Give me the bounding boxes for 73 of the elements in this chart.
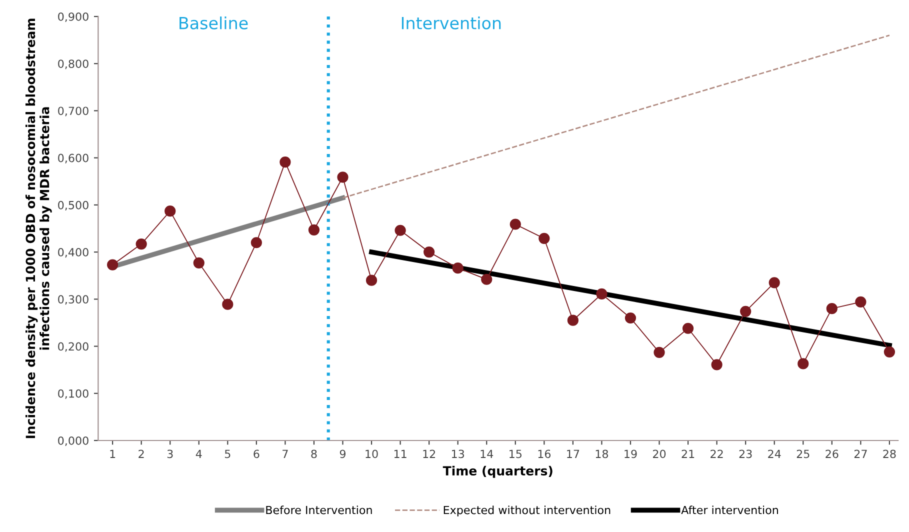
x-tick-label: 16 xyxy=(538,450,551,458)
x-tick-label: 22 xyxy=(710,450,723,458)
x-tick-label: 28 xyxy=(883,450,896,458)
x-tick-label: 12 xyxy=(423,450,436,458)
point xyxy=(308,224,320,236)
y-tick-label: 0,900 xyxy=(58,12,88,22)
point xyxy=(510,218,521,230)
x-tick-label: 27 xyxy=(854,450,867,458)
x-tick-label: 23 xyxy=(739,450,752,458)
point xyxy=(826,303,838,314)
point xyxy=(654,346,665,358)
x-tick-label: 11 xyxy=(394,450,406,458)
point xyxy=(768,277,780,288)
x-tick-label: 14 xyxy=(480,450,494,458)
y-tick-label: 0,300 xyxy=(58,295,88,305)
x-tick-label: 5 xyxy=(224,450,230,458)
x-tick-label: 25 xyxy=(796,450,810,458)
y-tick-label: 0,100 xyxy=(58,389,88,399)
point xyxy=(884,346,896,358)
legend-label: Expected without intervention xyxy=(444,506,610,516)
point xyxy=(538,232,550,244)
point xyxy=(107,259,118,270)
x-tick-label: 24 xyxy=(768,450,781,458)
x-tick-label: 3 xyxy=(167,450,173,458)
point xyxy=(452,262,464,274)
point xyxy=(798,358,809,370)
point xyxy=(366,274,378,286)
legend-label: Before Intervention xyxy=(266,506,372,514)
point xyxy=(164,206,176,217)
legend-label: After intervention xyxy=(681,506,778,514)
x-tick-label: 2 xyxy=(138,450,144,458)
point xyxy=(394,224,406,236)
x-tick-label: 8 xyxy=(311,450,317,458)
annotation: Intervention xyxy=(402,16,501,30)
x-tick-label: 13 xyxy=(452,450,464,458)
point xyxy=(855,296,866,308)
point xyxy=(682,322,694,334)
y-tick-label: 0,200 xyxy=(58,342,88,352)
point xyxy=(193,257,204,268)
y-tick-label: 0,700 xyxy=(58,106,88,116)
x-tick-label: 18 xyxy=(596,450,608,458)
point xyxy=(711,359,722,370)
x-tick-label: 17 xyxy=(567,450,580,458)
point xyxy=(624,312,636,324)
x-tick-label: 21 xyxy=(682,450,694,458)
point xyxy=(250,237,262,248)
y-tick-label: 0,400 xyxy=(58,248,88,258)
point xyxy=(596,288,608,300)
y-tick-label: 0,500 xyxy=(58,200,88,210)
point xyxy=(280,156,291,168)
x-axis-title: Time (quarters) xyxy=(442,466,552,478)
x-tick-label: 7 xyxy=(282,450,288,458)
point xyxy=(222,298,234,310)
point xyxy=(136,238,147,250)
x-tick-label: 19 xyxy=(624,450,637,458)
point xyxy=(481,274,492,285)
x-tick-label: 20 xyxy=(653,450,666,458)
x-tick-label: 9 xyxy=(340,450,346,458)
x-tick-label: 6 xyxy=(254,450,260,458)
point xyxy=(337,172,348,183)
y-tick-label: 0,600 xyxy=(58,154,88,164)
y-tick-label: 0,000 xyxy=(58,436,88,446)
x-tick-label: 1 xyxy=(110,450,116,458)
point xyxy=(424,246,435,258)
point xyxy=(567,314,578,326)
y-axis-title: Incidence density per 1000 OBD of nosocomial bloodstream infections caused by MDR bacteria xyxy=(25,18,52,438)
x-tick-label: 4 xyxy=(196,450,202,458)
point xyxy=(740,306,752,317)
annotation: Baseline xyxy=(180,16,248,30)
y-tick-label: 0,800 xyxy=(58,60,88,70)
x-tick-label: 26 xyxy=(826,450,838,458)
x-tick-label: 10 xyxy=(366,450,378,458)
x-tick-label: 15 xyxy=(510,450,522,458)
